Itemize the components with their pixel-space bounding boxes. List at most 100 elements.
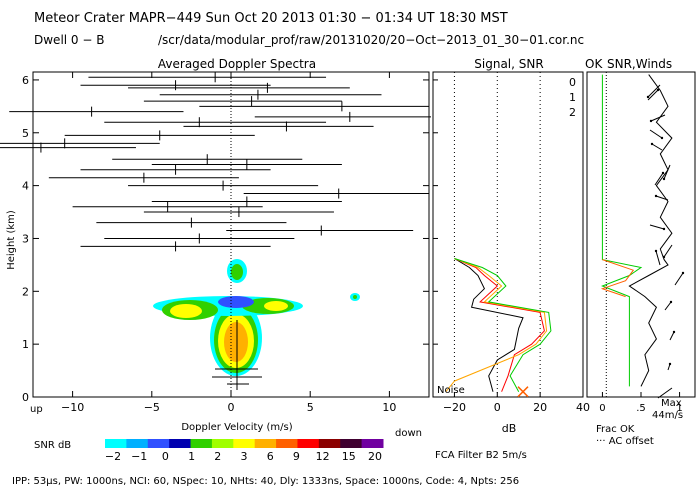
wind-arrow-head xyxy=(668,362,672,366)
colorbar-tick-label: 1 xyxy=(188,450,195,463)
spectra-ytick-label: 0 xyxy=(22,391,29,404)
wind-arrow-head xyxy=(661,171,665,175)
spectra-xlabel: Doppler Velocity (m/s) xyxy=(181,422,292,433)
wind-arrow xyxy=(664,301,672,311)
wind-arrow xyxy=(647,89,659,101)
wind-arrow-head xyxy=(681,271,685,275)
snr-frame xyxy=(432,71,584,398)
snr-colorbar: −2 −1 0 1 2 3 6 9 12 15 20 xyxy=(105,439,384,463)
snr-title: Signal, SNR xyxy=(474,57,543,71)
snr-contours xyxy=(153,259,360,390)
spectra-ylabel: Height (km) xyxy=(6,210,17,270)
snr-xlabel: dB xyxy=(502,422,517,435)
wind-arrow-head xyxy=(654,194,658,198)
snr-xtick-label: 0 xyxy=(494,401,501,414)
snr-axes: −20 0 20 40 xyxy=(433,72,590,414)
colorbar-swatch xyxy=(190,439,213,448)
colorbar-tick-label: 15 xyxy=(342,450,356,463)
snr-series-1 xyxy=(445,258,548,393)
wind-arrow xyxy=(674,272,684,286)
max-label: Max xyxy=(661,398,682,409)
spectra-xtick-label: −10 xyxy=(61,401,84,414)
spectra-ytick-label: 6 xyxy=(22,74,29,87)
snr-xtick-label: 40 xyxy=(576,401,590,414)
colorbar-tick-label: 0 xyxy=(162,450,169,463)
wind-arrow-head xyxy=(646,95,650,99)
snr-legend-2: 2 xyxy=(569,106,576,119)
snr-series-0 xyxy=(454,258,545,392)
colorbar-tick-label: 12 xyxy=(316,450,330,463)
snr-series-signal xyxy=(454,258,524,392)
winds-xtick-label: 1 xyxy=(676,403,682,414)
colorbar-tick-label: 20 xyxy=(368,450,382,463)
spectra-xtick-label: 5 xyxy=(307,401,314,414)
footer-params: IPP: 53μs, PW: 1000ns, NCI: 60, NSpec: 1… xyxy=(12,476,519,487)
contour-band-right-yellow xyxy=(264,301,288,311)
colorbar-tick-label: 2 xyxy=(214,450,221,463)
noise-label: Noise xyxy=(437,385,465,396)
spectra-title: Averaged Doppler Spectra xyxy=(158,57,316,71)
wind-arrow xyxy=(649,129,663,139)
winds-xtick-label: .5 xyxy=(636,403,646,414)
colorbar-label: SNR dB xyxy=(34,440,71,451)
colorbar-swatch xyxy=(126,439,149,448)
colorbar-tick-label: −2 xyxy=(105,450,121,463)
colorbar-swatch xyxy=(254,439,277,448)
max-value: 44m/s xyxy=(652,410,683,421)
wind-arrow-head xyxy=(669,300,673,304)
frac-ok-label: Frac OK xyxy=(596,424,635,435)
colorbar-tick-label: 3 xyxy=(241,450,248,463)
snr-series-2 xyxy=(454,258,552,392)
header-title: Meteor Crater MAPR−449 Sun Oct 20 2013 0… xyxy=(34,11,508,26)
snr-lines: 0 1 2 xyxy=(445,76,576,398)
winds-xtick-label: 0 xyxy=(599,403,605,414)
spectra-xtick-label: 0 xyxy=(228,401,235,414)
spectra-ytick-label: 4 xyxy=(22,180,29,193)
contour-band-left-yellow xyxy=(170,304,202,318)
wind-arrow-head xyxy=(650,142,654,146)
wind-arrow-head xyxy=(672,330,676,334)
winds-title: SNR,Winds xyxy=(607,57,672,71)
colorbar-swatch xyxy=(147,439,170,448)
wind-arrow-head xyxy=(656,88,660,92)
colorbar-tick-label: −1 xyxy=(131,450,147,463)
colorbar-swatch xyxy=(211,439,234,448)
snr-xtick-label: 20 xyxy=(533,401,547,414)
winds-frame xyxy=(586,71,696,398)
wind-arrow-head xyxy=(660,136,664,140)
wind-arrow xyxy=(655,250,661,266)
colorbar-tick-label: 9 xyxy=(293,450,300,463)
spectra-axes: −10 −5 0 5 10 0 1 2 3 4 5 6 xyxy=(22,72,429,414)
contour-upper-inner xyxy=(231,264,243,280)
colorbar-swatch xyxy=(276,439,298,448)
spectra-xtick-label: −5 xyxy=(144,401,160,414)
dwell-label: Dwell 0 − B xyxy=(34,33,104,47)
spectra-ytick-label: 1 xyxy=(22,338,29,351)
winds-snr-trace xyxy=(601,74,643,387)
wind-arrow xyxy=(649,224,665,230)
wind-arrow xyxy=(650,114,666,122)
spectra-xtick-label: 10 xyxy=(382,401,396,414)
fca-filter: FCA Filter B2 5m/s xyxy=(435,450,527,461)
ok-label: OK xyxy=(585,57,603,71)
wind-arrow xyxy=(663,244,673,258)
snr-legend-0: 0 xyxy=(569,76,576,89)
ac-offset-legend: ··· AC offset xyxy=(596,436,654,447)
spectra-ytick-label: 3 xyxy=(22,232,29,245)
colorbar-swatch xyxy=(233,439,256,448)
wind-arrow-head xyxy=(649,119,653,123)
file-path: /scr/data/modular_prof/raw/20131020/20−O… xyxy=(158,33,584,47)
winds-snr-trace xyxy=(600,259,635,298)
colorbar-swatch xyxy=(318,439,341,448)
colorbar-swatch xyxy=(297,439,320,448)
colorbar-swatch xyxy=(105,439,127,448)
noise-marker xyxy=(517,386,529,398)
max-arrow xyxy=(657,387,673,399)
frac-ok-line xyxy=(628,74,673,387)
wind-arrow xyxy=(651,143,663,151)
wind-arrow xyxy=(663,164,671,180)
contour-main-core xyxy=(224,322,248,362)
contour-isolated-core xyxy=(353,295,357,299)
wind-arrow-head xyxy=(662,255,666,259)
